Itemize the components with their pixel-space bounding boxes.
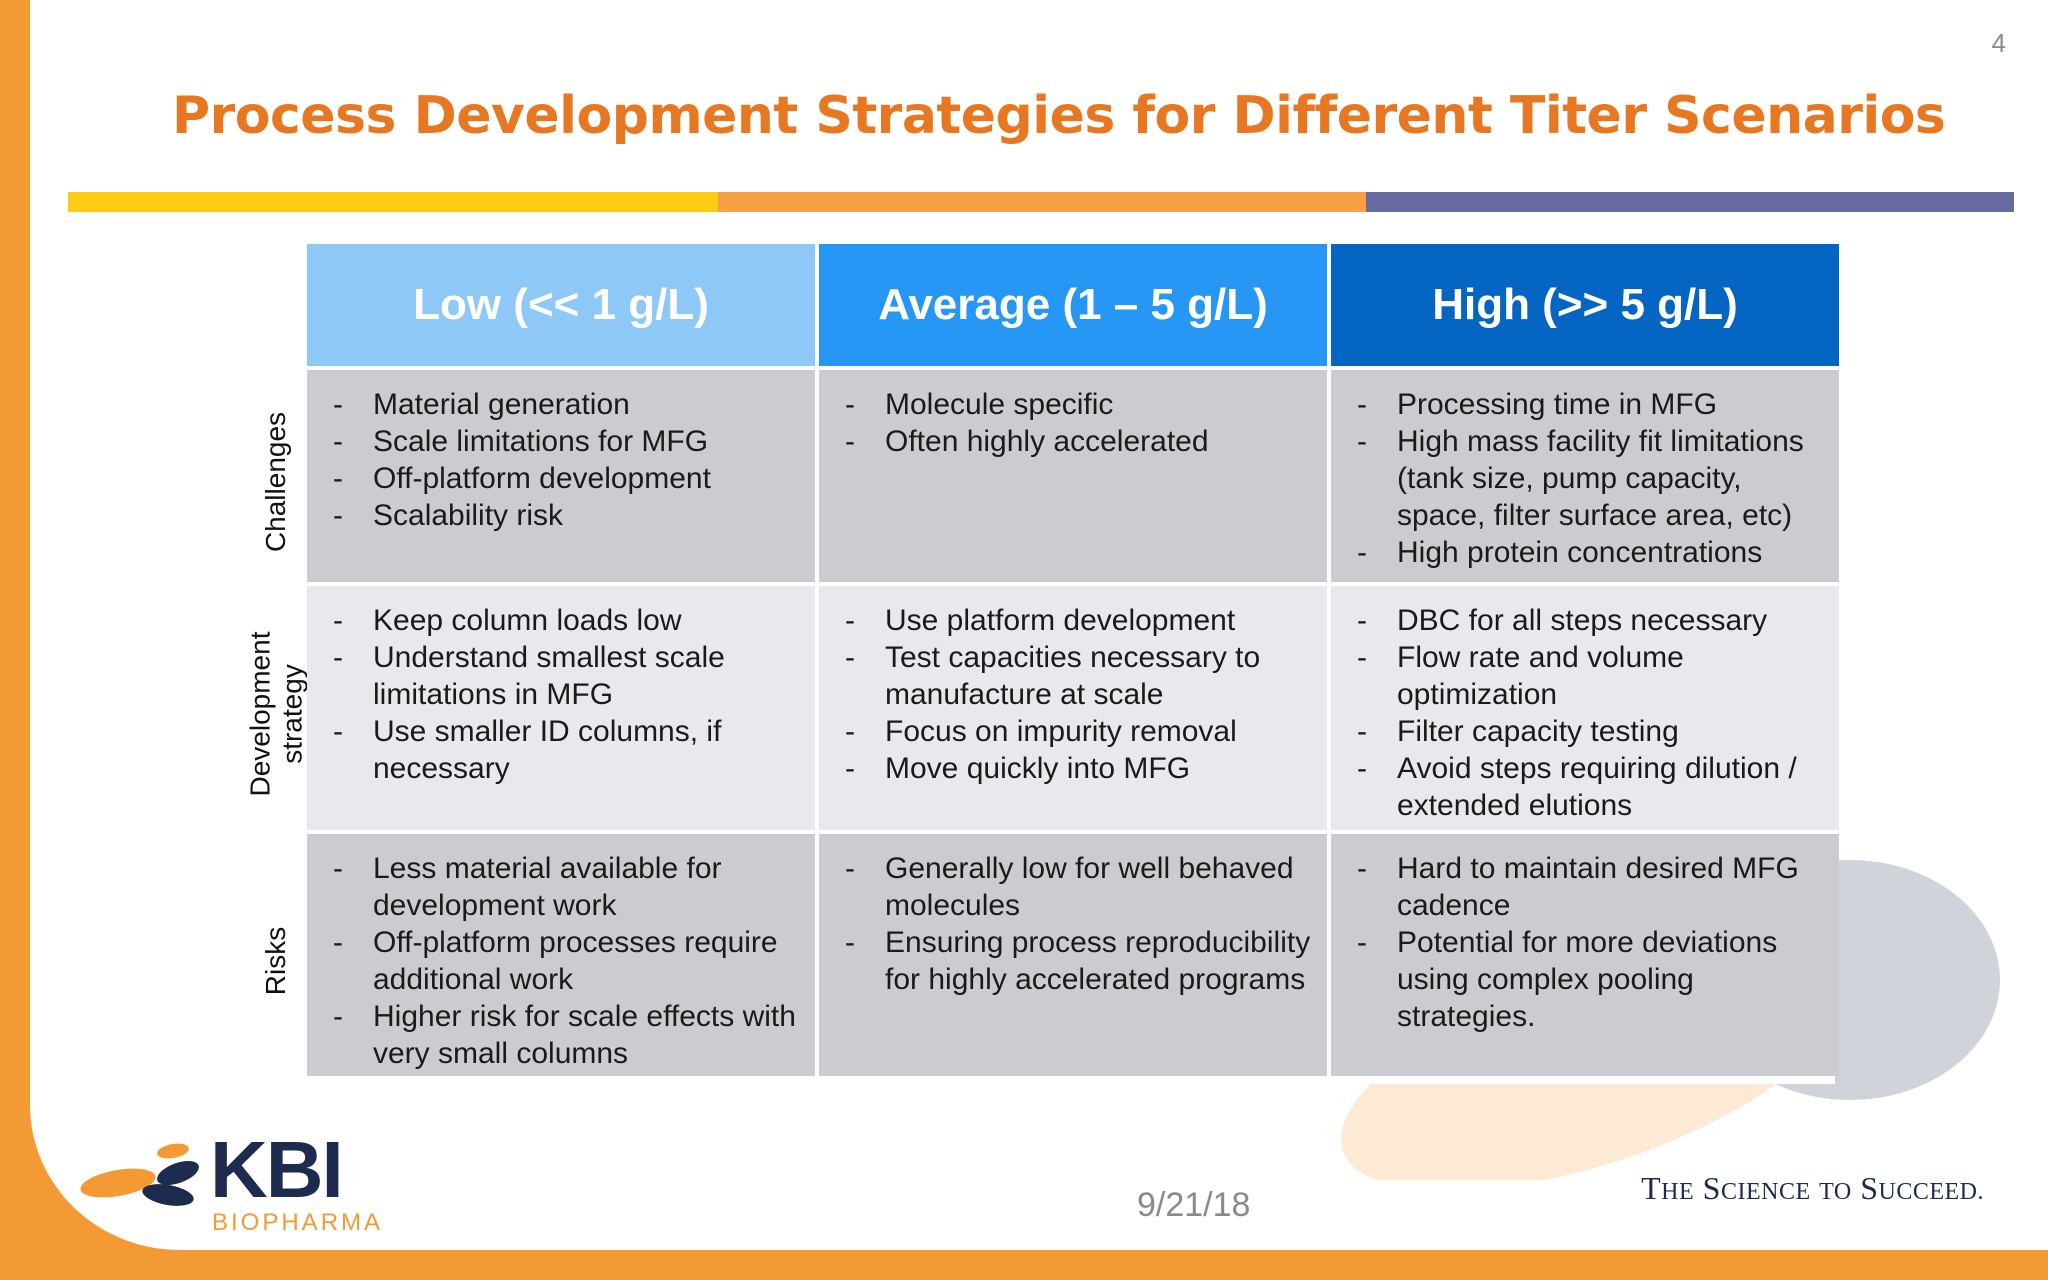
column-header-low: Low (<< 1 g/L)	[307, 244, 815, 366]
list-item: Processing time in MFG	[1347, 386, 1825, 423]
frame-bottom-bar	[0, 1250, 2048, 1280]
list-item: Generally low for well behaved molecules	[835, 850, 1313, 924]
title-rule-yellow	[68, 192, 718, 212]
list-item: Use smaller ID columns, if necessary	[323, 713, 801, 787]
list-item: High protein concentrations	[1347, 534, 1825, 571]
list-item: Off-platform development	[323, 460, 801, 497]
title-rule-orange	[718, 192, 1366, 212]
page-number: 4	[1991, 28, 2006, 58]
list-item: Potential for more deviations using comp…	[1347, 924, 1825, 1035]
list-item: Avoid steps requiring dilution / extende…	[1347, 750, 1825, 824]
strategy-table: Low (<< 1 g/L) Average (1 – 5 g/L) High …	[307, 244, 1839, 1084]
list-item: Off-platform processes require additiona…	[323, 924, 801, 998]
cell-strategy-high: DBC for all steps necessary Flow rate an…	[1331, 586, 1839, 830]
list-item: Filter capacity testing	[1347, 713, 1825, 750]
list-item: Test capacities necessary to manufacture…	[835, 639, 1313, 713]
list-item: Hard to maintain desired MFG cadence	[1347, 850, 1825, 924]
list-item: Material generation	[323, 386, 801, 423]
slide-title: Process Development Strategies for Diffe…	[172, 86, 1946, 146]
frame-left-bar	[0, 0, 30, 1280]
title-rule-purple	[1366, 192, 2014, 212]
list-item: Move quickly into MFG	[835, 750, 1313, 787]
logo-subtitle: BIOPHARMA	[212, 1209, 384, 1236]
list-item: Higher risk for scale effects with very …	[323, 998, 801, 1072]
tagline: THE SCIENCE TO SUCCEED.	[1641, 1170, 1984, 1206]
list-item: Understand smallest scale limitations in…	[323, 639, 801, 713]
list-item: Scalability risk	[323, 497, 801, 534]
list-item: Molecule specific	[835, 386, 1313, 423]
column-header-high: High (>> 5 g/L)	[1331, 244, 1839, 366]
logo-wordmark: KBI	[210, 1125, 344, 1214]
column-header-average: Average (1 – 5 g/L)	[819, 244, 1327, 366]
cell-strategy-average: Use platform development Test capacities…	[819, 586, 1327, 830]
list-item: DBC for all steps necessary	[1347, 602, 1825, 639]
slide-date: 9/21/18	[1137, 1186, 1251, 1224]
cell-risks-average: Generally low for well behaved molecules…	[819, 834, 1327, 1076]
cell-risks-high: Hard to maintain desired MFG cadence Pot…	[1331, 834, 1839, 1076]
list-item: Ensuring process reproducibility for hig…	[835, 924, 1313, 998]
cell-risks-low: Less material available for development …	[307, 834, 815, 1076]
cell-challenges-high: Processing time in MFG High mass facilit…	[1331, 370, 1839, 582]
row-label-line2: strategy	[276, 664, 308, 764]
cell-challenges-low: Material generation Scale limitations fo…	[307, 370, 815, 582]
list-item: Use platform development	[835, 602, 1313, 639]
list-item: Flow rate and volume optimization	[1347, 639, 1825, 713]
cell-strategy-low: Keep column loads low Understand smalles…	[307, 586, 815, 830]
list-item: Focus on impurity removal	[835, 713, 1313, 750]
kbi-logo-mark	[80, 1143, 199, 1206]
list-item: Scale limitations for MFG	[323, 423, 801, 460]
list-item: Often highly accelerated	[835, 423, 1313, 460]
cell-challenges-average: Molecule specific Often highly accelerat…	[819, 370, 1327, 582]
list-item: Keep column loads low	[323, 602, 801, 639]
row-label-line1: Development	[244, 631, 276, 797]
list-item: Less material available for development …	[323, 850, 801, 924]
list-item: High mass facility fit limitations (tank…	[1347, 423, 1825, 534]
